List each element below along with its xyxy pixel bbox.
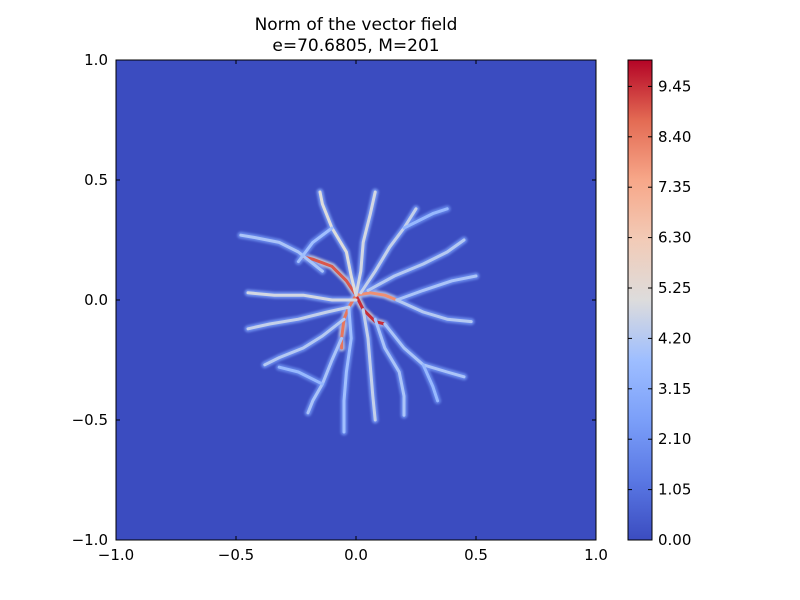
y-tick-label-0: −1.0: [72, 531, 108, 549]
colorbar-tick-label-7: 7.35: [658, 178, 691, 196]
branch-6: [359, 207, 418, 295]
branch-9: [395, 298, 473, 324]
colorbar-tick-label-8: 8.40: [658, 128, 691, 146]
x-tick-label-1: −0.5: [218, 546, 254, 564]
colorbar-tick-label-6: 6.30: [658, 229, 691, 247]
branch-3: [354, 291, 399, 302]
branch-12: [361, 308, 377, 422]
chart-title: Norm of the vector field: [255, 15, 458, 35]
y-tick-label-1: −0.5: [72, 411, 108, 429]
branch-4: [318, 190, 358, 297]
branch-22: [421, 363, 440, 403]
colorbar-tick-label-9: 9.45: [658, 77, 691, 95]
branch-21: [277, 365, 324, 386]
colorbar-ticks: 0.00 1.05 2.10 3.15 4.20 5.25 6.30 7.35 8.40 9.45: [628, 77, 691, 549]
x-tick-label-2: 0.0: [344, 546, 368, 564]
colorbar-tick-label-3: 3.15: [658, 380, 691, 398]
branch-0: [301, 255, 358, 297]
colorbar-tick-label-2: 2.10: [658, 430, 691, 448]
y-tick-label-2: 0.0: [84, 291, 108, 309]
branch-18: [239, 233, 324, 273]
axes: −1.0−1.0 −0.5 −0.5 0.0 0.0 0.5 0.5 1.0 1.0: [72, 51, 608, 564]
chart-subtitle: e=70.6805, M=201: [272, 36, 439, 56]
x-tick-label-4: 1.0: [584, 546, 608, 564]
branch-7: [366, 238, 466, 292]
colorbar-tick-label-5: 5.25: [658, 279, 691, 297]
branch-17: [246, 291, 358, 302]
branch-19: [296, 226, 334, 264]
branch-13: [342, 305, 353, 434]
colorbar: [627, 59, 653, 541]
field-branches: [239, 190, 478, 434]
branch-1: [354, 293, 387, 326]
y-tick-label-4: 1.0: [84, 51, 108, 69]
branch-16: [246, 305, 351, 331]
y-tick-label-3: 0.5: [84, 171, 108, 189]
colorbar-tick-label-4: 4.20: [658, 329, 691, 347]
colorbar-tick-label-1: 1.05: [658, 481, 691, 499]
branch-15: [263, 317, 346, 367]
branch-20: [402, 207, 449, 230]
colorbar-tick-label-0: 0.00: [658, 531, 691, 549]
branch-8: [395, 274, 478, 302]
x-tick-label-3: 0.5: [464, 546, 488, 564]
x-tick-label-0: −1.0: [98, 546, 134, 564]
branch-5: [354, 190, 377, 297]
branch-11: [373, 317, 406, 417]
